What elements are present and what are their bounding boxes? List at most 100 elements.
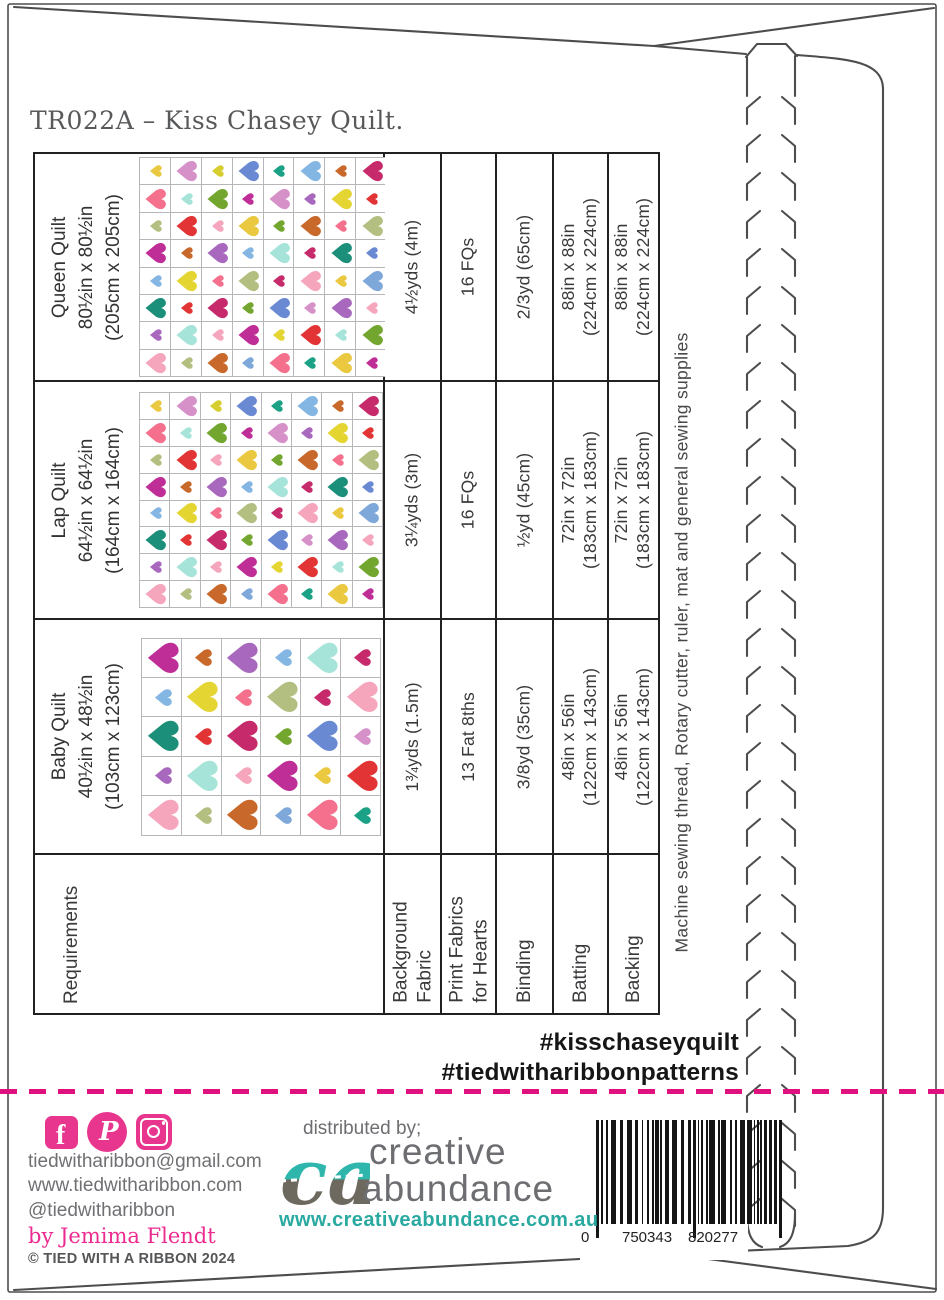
quilt-block: ♥	[291, 446, 322, 473]
quilt-block: ♥	[232, 349, 263, 376]
facebook-icon: f	[45, 1115, 78, 1149]
queen-background-fabric-value: 4½yds (4m)	[385, 154, 440, 380]
quilt-block: ♥	[200, 419, 231, 446]
quilt-block: ♥	[231, 393, 261, 419]
quilt-block: ♥	[140, 527, 170, 554]
quilt-block: ♥	[170, 527, 200, 554]
baby-quilt-caption: Baby Quilt 40½in x 48½in (103cm x 123cm)	[47, 663, 128, 810]
quilt-block: ♥	[142, 756, 181, 796]
quilt-block: ♥	[140, 581, 170, 607]
col-header-background-fabric: Background Fabric	[385, 855, 440, 1013]
quilt-block: ♥	[232, 212, 263, 240]
quilt-block: ♥	[232, 240, 263, 267]
lap-quilt-caption: Lap Quilt 64½in x 64½in (164cm x 164cm)	[47, 427, 128, 574]
baby-binding-value: 3/8yd (35cm)	[497, 620, 552, 853]
copyright-notice: © TIED WITH A RIBBON 2024	[28, 1251, 236, 1267]
pinterest-icon: P	[87, 1112, 127, 1152]
quilt-block: ♥	[140, 349, 170, 376]
quilt-block: ♥	[181, 796, 221, 835]
quilt-block: ♥	[140, 294, 170, 322]
quilt-block: ♥	[231, 581, 261, 607]
baby-batting-value: 48in x 56in (122cm x 143cm)	[554, 620, 607, 853]
quilt-block: ♥	[140, 267, 170, 294]
lap-binding-value: ½yd (45cm)	[497, 382, 552, 618]
quilt-block: ♥	[325, 322, 356, 349]
quilt-block: ♥	[352, 581, 382, 607]
quilt-block: ♥	[170, 267, 201, 294]
quilt-block: ♥	[201, 158, 232, 185]
distributor-word-abundance: abundance	[362, 1168, 555, 1209]
quilt-block: ♥	[325, 240, 356, 267]
lap-backing-value: 72in x 72in (183cm x 183cm)	[609, 382, 658, 618]
col-header-binding: Binding	[497, 855, 552, 1013]
quilt-block: ♥	[322, 446, 352, 473]
quilt-block: ♥	[142, 638, 181, 677]
queen-quilt-image: ♥ ♥ ♥ ♥ ♥ ♥ ♥ ♥ ♥ ♥ ♥ ♥ ♥ ♥ ♥ ♥ ♥ ♥ ♥ ♥ ♥ ♥ ♥ ♥ ♥ ♥ ♥ ♥ ♥ ♥ ♥ ♥ ♥ ♥ ♥ ♥ ♥ ♥ ♥ ♥…	[139, 157, 387, 377]
supplies-note: Machine sewing thread, Rotary cutter, ru…	[671, 331, 692, 952]
quilt-block: ♥	[142, 717, 181, 756]
quilt-block: ♥	[301, 717, 341, 756]
quilt-block: ♥	[201, 294, 232, 322]
requirements-label-cell: Requirements	[35, 855, 383, 1013]
quilt-block: ♥	[352, 500, 382, 527]
quilt-block: ♥	[301, 796, 341, 835]
baby-quilt-name: Baby Quilt	[48, 692, 70, 781]
quilt-block: ♥	[322, 500, 352, 527]
baby-quilt-size-in: 40½in x 48½in	[75, 674, 97, 799]
quilt-block: ♥	[221, 796, 261, 835]
quilt-block: ♥	[294, 322, 325, 349]
queen-quilt-name: Queen Quilt	[48, 216, 70, 318]
quilt-block: ♥	[170, 473, 200, 500]
quilt-block: ♥	[291, 473, 322, 500]
col-header-backing: Backing	[609, 855, 658, 1013]
quilt-block: ♥	[140, 500, 170, 527]
queen-binding-value: 2/3yd (65cm)	[497, 154, 552, 380]
quilt-block: ♥	[221, 756, 261, 796]
quilt-block: ♥	[341, 756, 380, 796]
quilt-block: ♥	[170, 581, 200, 607]
quilt-block: ♥	[200, 473, 231, 500]
quilt-block: ♥	[294, 294, 325, 322]
quilt-block: ♥	[232, 267, 263, 294]
lap-quilt-name: Lap Quilt	[48, 461, 70, 539]
quilt-block: ♥	[261, 419, 291, 446]
social-icons: f P	[45, 1112, 172, 1152]
lap-quilt-image: ♥♥♥♥♥♥♥♥♥♥♥♥♥♥♥♥♥♥♥♥♥♥♥♥♥♥♥♥♥♥♥♥♥♥♥♥♥♥♥♥…	[139, 392, 383, 608]
baby-quilt-image: ♥♥♥♥♥♥♥♥♥♥♥♥♥♥♥♥♥♥♥♥♥♥♥♥♥♥♥♥♥♥	[141, 637, 381, 836]
lap-batting-value: 72in x 72in (183cm x 183cm)	[554, 382, 607, 618]
quilt-block: ♥	[291, 581, 322, 607]
quilt-block: ♥	[341, 717, 380, 756]
quilt-block: ♥	[263, 349, 294, 376]
quilt-block: ♥	[201, 240, 232, 267]
quilt-block: ♥	[200, 393, 231, 419]
quilt-block: ♥	[356, 322, 386, 349]
queen-quilt-size-in: 80½in x 80½in	[75, 205, 97, 329]
quilt-block: ♥	[261, 473, 291, 500]
quilt-block: ♥	[261, 527, 291, 554]
quilt-block: ♥	[231, 500, 261, 527]
barcode: 0 750343 820277	[580, 1116, 783, 1260]
quilt-block: ♥	[140, 554, 170, 581]
quilt-block: ♥	[142, 796, 181, 835]
queen-backing-value: 88in x 88in (224cm x 224cm)	[609, 154, 658, 380]
quilt-block: ♥	[201, 185, 232, 212]
quilt-block: ♥	[294, 185, 325, 212]
quilt-block: ♥	[140, 419, 170, 446]
distributor-url: www.creativeabundance.com.au	[279, 1209, 599, 1231]
quilt-block: ♥	[142, 677, 181, 717]
quilt-block: ♥	[200, 581, 231, 607]
quilt-block: ♥	[291, 393, 322, 419]
quilt-block: ♥	[341, 796, 380, 835]
queen-batting-value: 88in x 88in (224cm x 224cm)	[554, 154, 607, 380]
requirements-label: Requirements	[61, 885, 82, 1004]
quilt-block: ♥	[181, 638, 221, 677]
quilt-block: ♥	[291, 419, 322, 446]
quilt-block: ♥	[221, 638, 261, 677]
queen-quilt-caption: Queen Quilt 80½in x 80½in (205cm x 205cm…	[47, 194, 128, 341]
baby-background-fabric-value: 1¾yds (1.5m)	[385, 620, 440, 853]
quilt-block: ♥	[140, 473, 170, 500]
quilt-block: ♥	[322, 527, 352, 554]
pink-dashed-cut-line	[0, 1089, 944, 1094]
distributor-word-creative: creative	[369, 1131, 507, 1172]
quilt-block: ♥	[322, 554, 352, 581]
